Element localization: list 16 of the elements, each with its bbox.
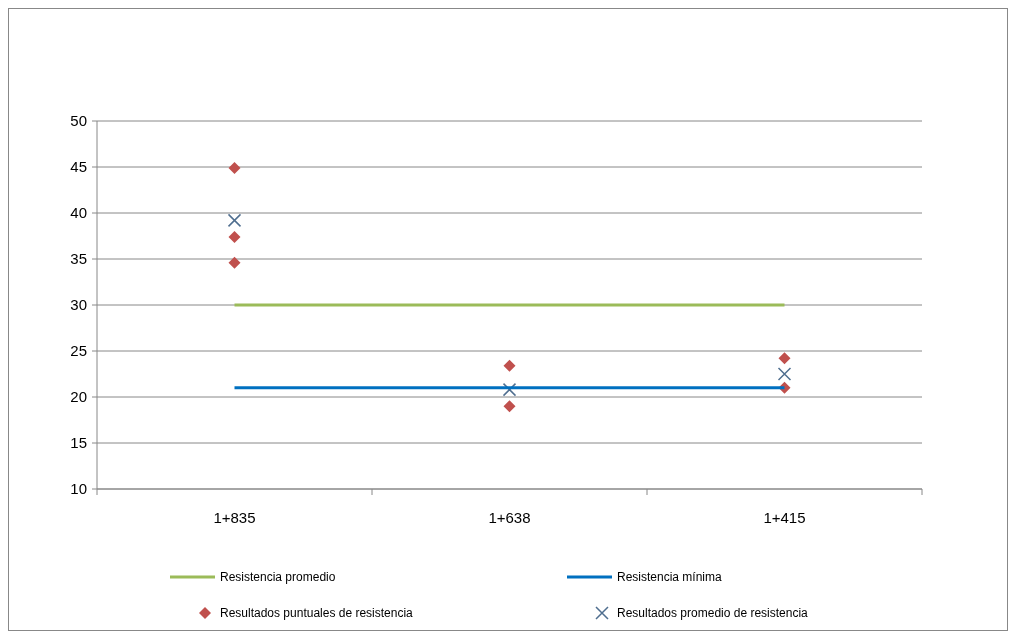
x-tick-label: 1+415 <box>763 509 806 526</box>
x-tick-label: 1+835 <box>213 509 256 526</box>
y-tick-label: 30 <box>70 296 87 314</box>
legend-label: Resistencia mínima <box>617 570 723 585</box>
y-tick-label: 45 <box>70 158 87 176</box>
y-tick-label: 40 <box>70 204 87 222</box>
y-tick-label: 10 <box>70 480 87 498</box>
legend-label: Resultados promedio de resistencia <box>617 606 809 621</box>
y-tick-label: 25 <box>70 342 87 360</box>
y-tick-label: 20 <box>70 388 87 406</box>
legend-label: Resistencia promedio <box>220 570 336 585</box>
y-tick-label: 50 <box>70 112 87 130</box>
y-tick-label: 35 <box>70 250 87 268</box>
y-tick-label: 15 <box>70 434 87 452</box>
x-tick-label: 1+638 <box>488 509 531 526</box>
legend-label: Resultados puntuales de resistencia <box>220 606 414 621</box>
